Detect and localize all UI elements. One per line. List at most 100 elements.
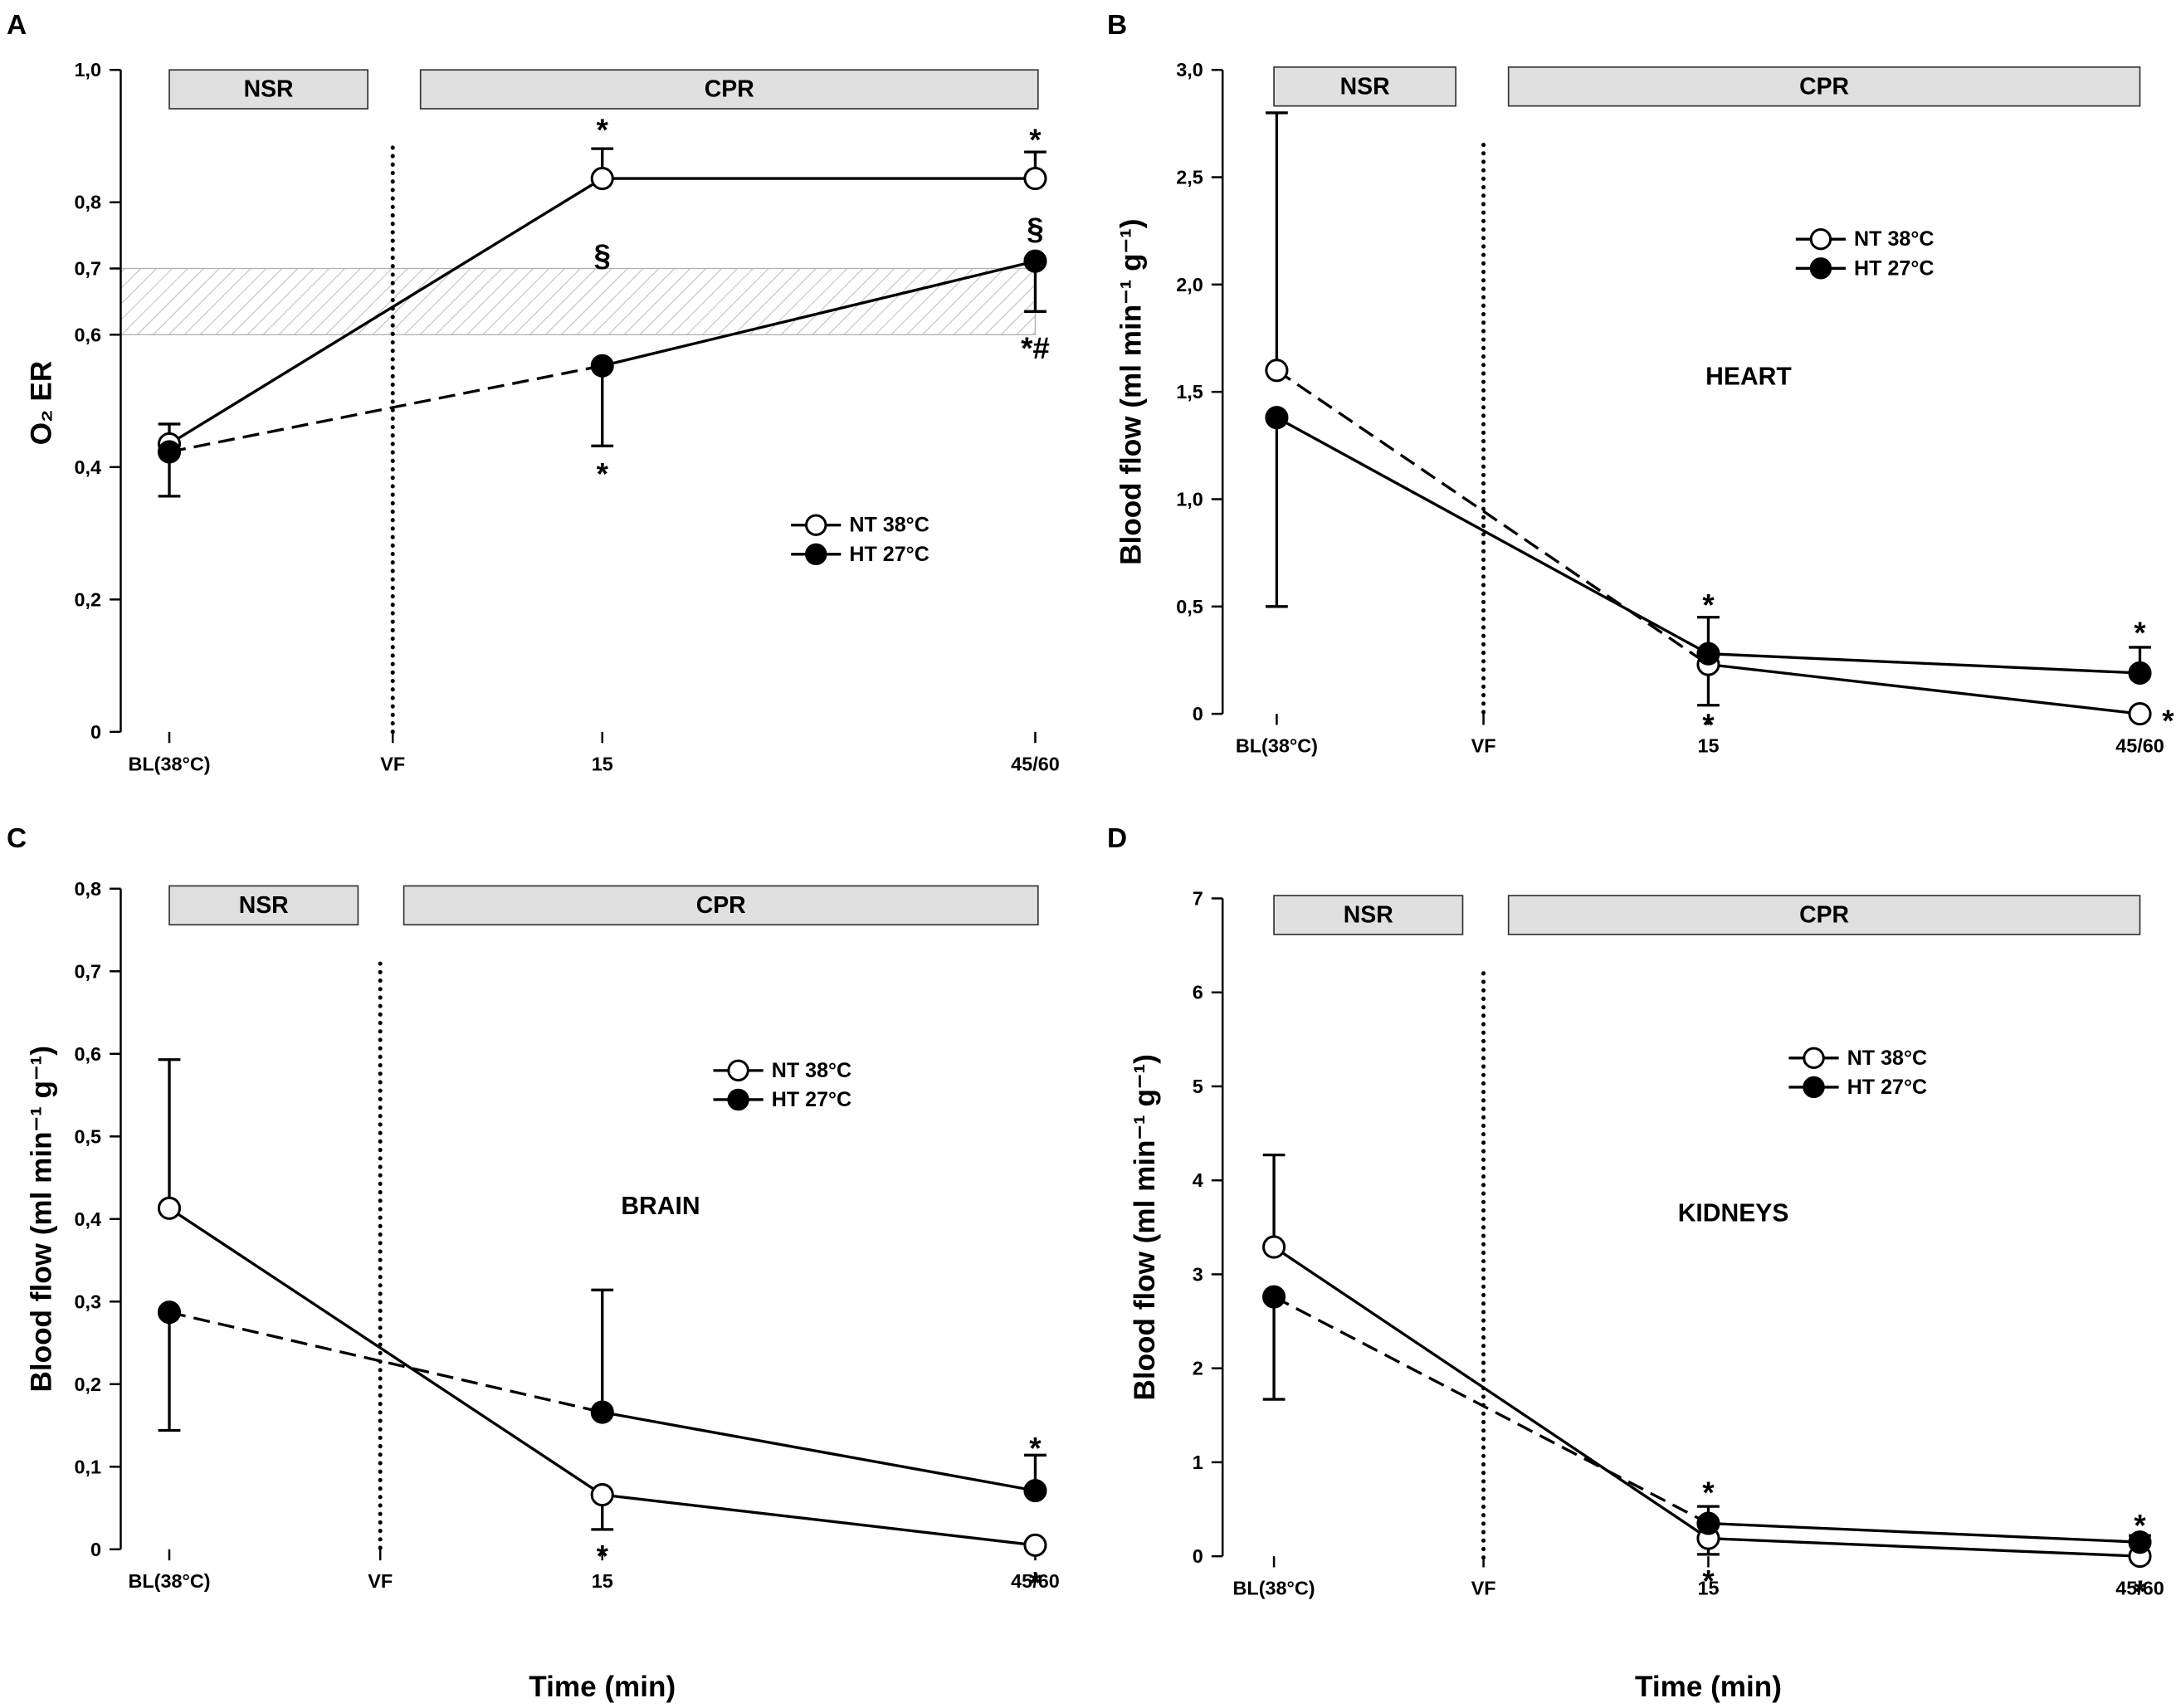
series-segment (1708, 1536, 2140, 1558)
data-point (1265, 406, 1289, 430)
y-tick-label: 6 (1193, 982, 1203, 1003)
y-tick-label: 0,7 (75, 258, 102, 280)
annotation: * (2162, 704, 2174, 738)
y-tick-label: 1,0 (1176, 488, 1203, 510)
series-segment (168, 1310, 603, 1414)
x-tick-label: BL(38°C) (1236, 735, 1318, 757)
phase-box (1273, 895, 1464, 935)
y-tick-label: 2 (1193, 1358, 1203, 1379)
legend-label: NT 38°C (1854, 227, 1934, 251)
annotation: * (1702, 708, 1715, 742)
series-segment (1708, 1521, 2140, 1544)
y-tick-label: 0,4 (75, 1208, 102, 1230)
y-tick-label: 0,1 (75, 1456, 102, 1477)
series-segment (1276, 368, 1710, 666)
data-point (157, 1301, 182, 1325)
y-tick-label: 2,5 (1176, 167, 1203, 188)
y-tick-label: 0,2 (75, 588, 102, 610)
data-point (1023, 1479, 1047, 1503)
data-point (2128, 702, 2152, 726)
annotation: * (597, 457, 609, 491)
data-point (1696, 642, 1720, 666)
phase-label: CPR (696, 892, 746, 919)
series-segment (168, 1207, 603, 1496)
y-tick-label: 3,0 (1176, 59, 1203, 81)
legend-label: NT 38°C (849, 514, 929, 537)
y-tick-label: 0,7 (75, 960, 102, 982)
legend-label: HT 27°C (1847, 1076, 1927, 1099)
region-label: HEART (1705, 363, 1792, 390)
y-tick-label: 0,6 (75, 1043, 102, 1065)
annotation: * (1029, 123, 1042, 157)
phase-label: CPR (1799, 73, 1849, 100)
data-point (590, 1400, 614, 1424)
phase-label: NSR (239, 892, 289, 919)
y-tick-label: 3 (1193, 1263, 1203, 1285)
legend-marker (805, 514, 827, 536)
legend-marker (1809, 257, 1832, 280)
region-label: BRAIN (621, 1193, 700, 1220)
y-tick-label: 0,3 (75, 1291, 102, 1312)
annotation: § (1027, 212, 1043, 246)
legend-marker (1803, 1076, 1825, 1099)
legend-label: HT 27°C (849, 543, 929, 566)
data-point (590, 1483, 614, 1507)
phase-box (168, 69, 368, 110)
annotation: § (594, 238, 611, 272)
data-point (1262, 1235, 1286, 1259)
x-tick-label: 15 (592, 1570, 613, 1592)
data-point (157, 440, 182, 464)
y-axis-label: O₂ ER (26, 361, 58, 445)
data-point (1023, 1533, 1047, 1557)
x-tick-label: VF (1471, 1578, 1496, 1599)
y-tick-label: 1,0 (75, 59, 102, 81)
panel-label: D (1107, 823, 1127, 854)
x-tick-label: BL(38°C) (128, 753, 210, 774)
phase-box (1273, 66, 1456, 107)
data-point (1265, 359, 1289, 383)
phase-label: NSR (244, 76, 294, 103)
annotation: * (597, 113, 609, 147)
phase-box (1507, 895, 2141, 935)
y-tick-label: 0 (1193, 1545, 1203, 1567)
x-tick-label: VF (380, 753, 405, 774)
x-tick-label: 45/60 (2115, 1578, 2164, 1599)
legend-label: HT 27°C (1854, 256, 1934, 280)
y-tick-label: 0 (1193, 703, 1203, 725)
region-label: KIDNEYS (1678, 1200, 1789, 1227)
phase-label: CPR (705, 76, 754, 103)
y-tick-label: 4 (1193, 1169, 1203, 1191)
data-point (1262, 1285, 1286, 1309)
y-tick-label: 0,2 (75, 1374, 102, 1395)
x-tick-label: VF (368, 1570, 393, 1592)
panel-label: B (1107, 10, 1127, 41)
y-tick-label: 1 (1193, 1452, 1203, 1473)
legend-label: HT 27°C (772, 1088, 851, 1111)
series-segment (602, 1410, 1036, 1492)
x-tick-label: 15 (1697, 735, 1719, 757)
legend-marker (727, 1088, 749, 1111)
annotation: * (2134, 1574, 2146, 1608)
series-segment (1708, 652, 2140, 675)
y-tick-label: 1,5 (1176, 381, 1203, 403)
data-point (590, 354, 614, 378)
data-point (590, 166, 614, 191)
y-tick-label: 0 (90, 721, 101, 743)
y-tick-label: 0,6 (75, 324, 102, 345)
data-point (1023, 166, 1047, 191)
annotation: * (1702, 588, 1715, 622)
data-point (1696, 1511, 1720, 1535)
y-tick-label: 5 (1193, 1076, 1203, 1097)
annotation: * (2134, 616, 2146, 650)
y-tick-label: 2,0 (1176, 274, 1203, 295)
series-segment (168, 177, 603, 446)
phase-box (1507, 66, 2141, 107)
x-axis-label: Time (min) (529, 1671, 676, 1703)
annotation: *# (1021, 331, 1050, 365)
series-segment (1273, 1246, 1710, 1540)
annotation: * (1029, 1565, 1042, 1599)
series-segment (602, 1493, 1036, 1547)
panel-label: C (7, 823, 27, 854)
panel-label: A (7, 10, 27, 41)
